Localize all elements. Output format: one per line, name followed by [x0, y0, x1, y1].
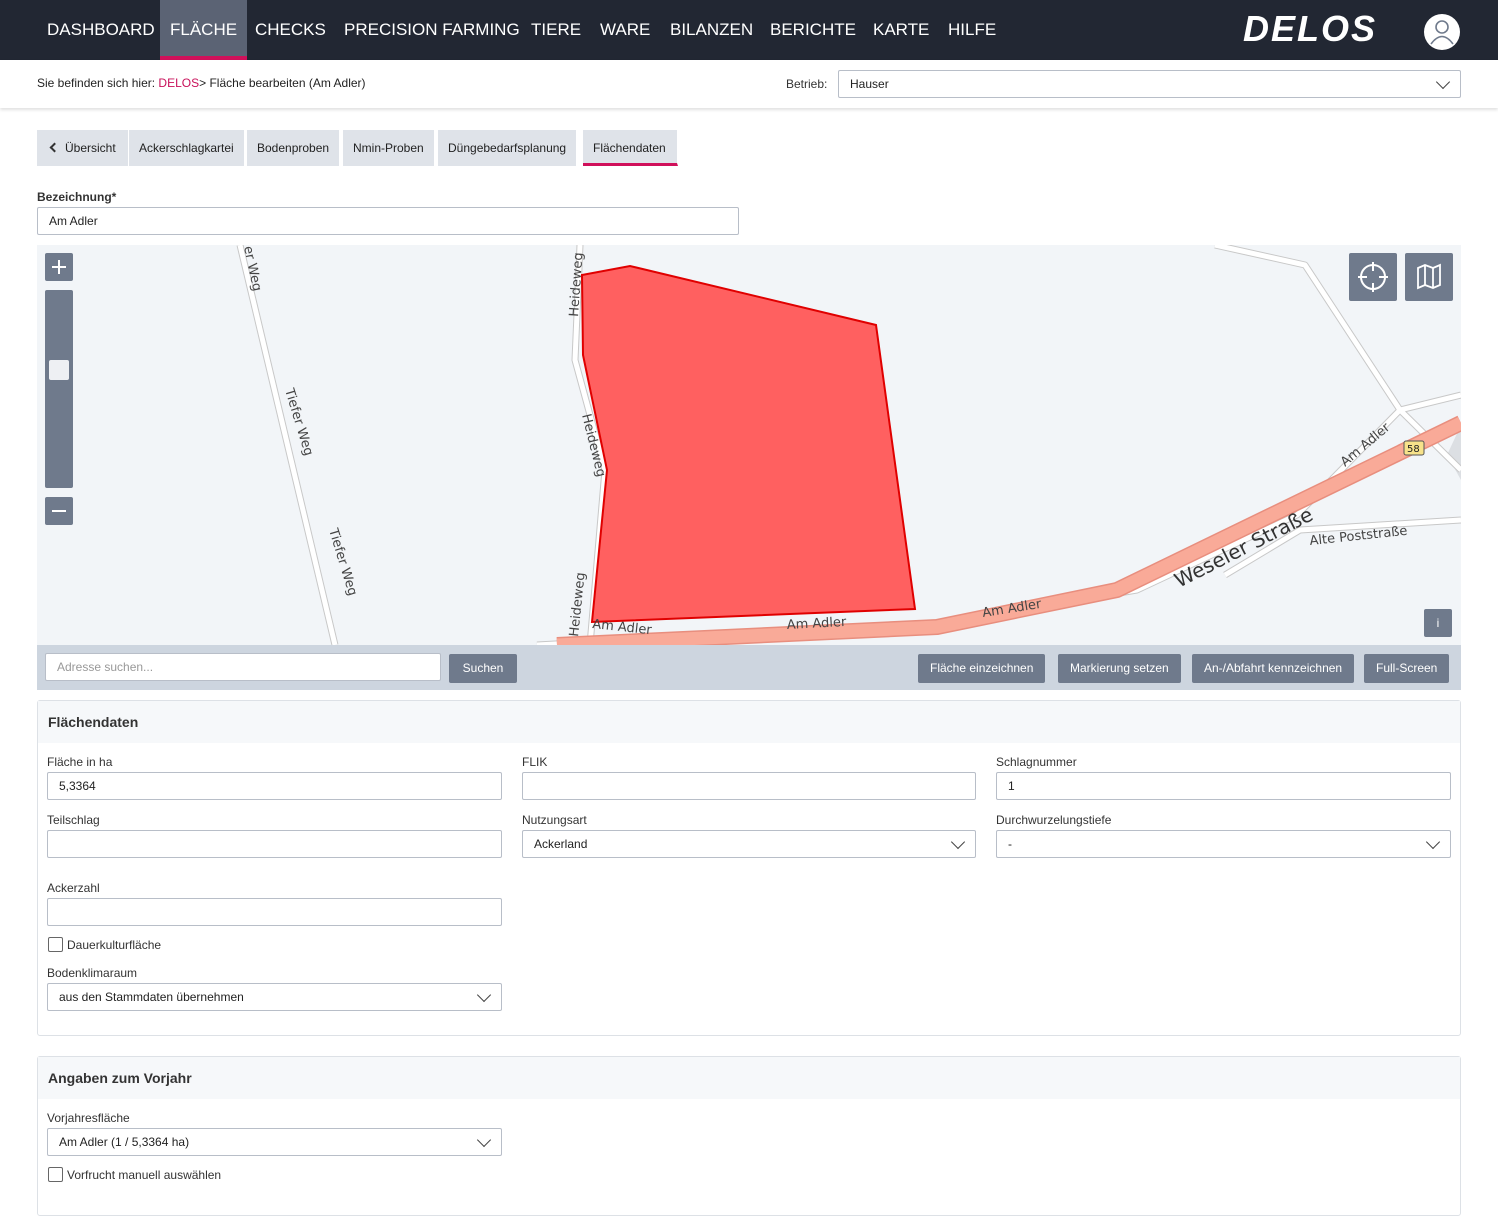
breadcrumb-home[interactable]: DELOS [158, 76, 200, 90]
field-input[interactable] [522, 772, 976, 800]
nav-item[interactable]: DASHBOARD [47, 20, 155, 39]
map-label: Am Adler [592, 617, 653, 638]
zoom-slider[interactable] [45, 290, 73, 488]
checkbox[interactable] [48, 937, 63, 952]
panel-title: Flächendaten [38, 701, 1460, 743]
betrieb-label: Betrieb: [786, 77, 828, 91]
breadcrumb: Sie befinden sich hier: DELOS> Fläche be… [37, 76, 366, 90]
user-avatar[interactable] [1423, 13, 1461, 51]
field-select[interactable]: aus den Stammdaten übernehmen [47, 983, 502, 1011]
betrieb-select[interactable]: Hauser [838, 70, 1461, 98]
nav-item[interactable]: PRECISION FARMING [344, 20, 520, 39]
road-number: 58 [1407, 444, 1420, 455]
tab[interactable]: Ackerschlagkartei [129, 130, 245, 166]
map-toolbar: Adresse suchen... Suchen Fläche einzeich… [37, 645, 1461, 690]
tab[interactable]: Übersicht [37, 130, 129, 166]
map[interactable]: er Weg Tiefer Weg Tiefer Weg Heideweg He… [37, 245, 1461, 645]
map-label: Heideweg [567, 572, 589, 638]
locate-button[interactable] [1349, 253, 1397, 301]
map-label: Am Adler [786, 615, 847, 633]
nav-item[interactable]: FLÄCHE [160, 0, 248, 60]
field-select[interactable]: Am Adler (1 / 5,3364 ha) [47, 1128, 502, 1156]
address-search[interactable]: Adresse suchen... [45, 653, 441, 681]
map-button[interactable]: An-/Abfahrt kennzeichnen [1192, 654, 1355, 683]
map-button[interactable]: Fläche einzeichnen [918, 654, 1046, 683]
checkbox[interactable] [48, 1167, 63, 1182]
vorjahr-panel: Angaben zum Vorjahr Vorjahresfläche Am A… [37, 1056, 1461, 1216]
zoom-out[interactable] [45, 497, 73, 525]
tab[interactable]: Nmin-Proben [343, 130, 435, 166]
field-label: Ackerzahl [47, 881, 100, 895]
field-input[interactable] [47, 830, 502, 858]
breadcrumb-separator: > [199, 76, 207, 90]
layers-button[interactable] [1405, 253, 1453, 301]
checkbox-label[interactable]: Vorfrucht manuell auswählen [67, 1168, 222, 1182]
tab[interactable]: Flächendaten [583, 130, 678, 166]
field-label: Schlagnummer [996, 755, 1077, 769]
nav-item[interactable]: BERICHTE [770, 20, 856, 39]
panel-title: Angaben zum Vorjahr [38, 1057, 1460, 1099]
flaechendaten-panel: Flächendaten Fläche in ha 5,3364 FLIK Sc… [37, 700, 1461, 1036]
tab[interactable]: Bodenproben [247, 130, 341, 166]
nav-item[interactable]: KARTE [873, 20, 930, 39]
map-button[interactable]: Markierung setzen [1058, 654, 1181, 683]
map-button[interactable]: Full-Screen [1364, 654, 1450, 683]
zoom-in[interactable] [45, 253, 73, 281]
field-select[interactable]: - [996, 830, 1451, 858]
breadcrumb-current: Fläche bearbeiten (Am Adler) [209, 76, 366, 90]
logo[interactable]: DELOS [1243, 8, 1378, 49]
nav-item[interactable]: HILFE [948, 20, 997, 39]
field-input[interactable] [47, 898, 502, 926]
field-label: Nutzungsart [522, 813, 587, 827]
field-label: Fläche in ha [47, 755, 113, 769]
nav-item[interactable]: CHECKS [255, 20, 326, 39]
nav-item[interactable]: BILANZEN [670, 20, 754, 39]
field-label: Bodenklimaraum [47, 966, 138, 980]
map-label: Heideweg [567, 252, 586, 317]
tab[interactable]: Düngebedarfsplanung [438, 130, 578, 166]
field-label: Vorjahresfläche [47, 1111, 130, 1125]
info-button[interactable]: i [1424, 609, 1452, 637]
field-label: Teilschlag [47, 813, 100, 827]
checkbox-label[interactable]: Dauerkulturfläche [67, 938, 162, 952]
field-polygon[interactable] [580, 264, 917, 624]
bezeichnung-input[interactable]: Am Adler [37, 207, 739, 235]
search-button[interactable]: Suchen [449, 654, 517, 683]
nav-item[interactable]: TIERE [531, 20, 582, 39]
field-input[interactable]: 1 [996, 772, 1451, 800]
breadcrumb-prefix: Sie befinden sich hier: [37, 76, 156, 90]
field-label: Durchwurzelungstiefe [996, 813, 1112, 827]
field-label: FLIK [522, 755, 548, 769]
field-select[interactable]: Ackerland [522, 830, 976, 858]
field-input[interactable]: 5,3364 [47, 772, 502, 800]
top-nav: DASHBOARD FLÄCHE CHECKS PRECISION FARMIN… [0, 0, 1498, 60]
bezeichnung-label: Bezeichnung* [37, 190, 117, 204]
breadcrumb-bar: Sie befinden sich hier: DELOS> Fläche be… [0, 60, 1498, 108]
nav-item[interactable]: WARE [600, 20, 651, 39]
